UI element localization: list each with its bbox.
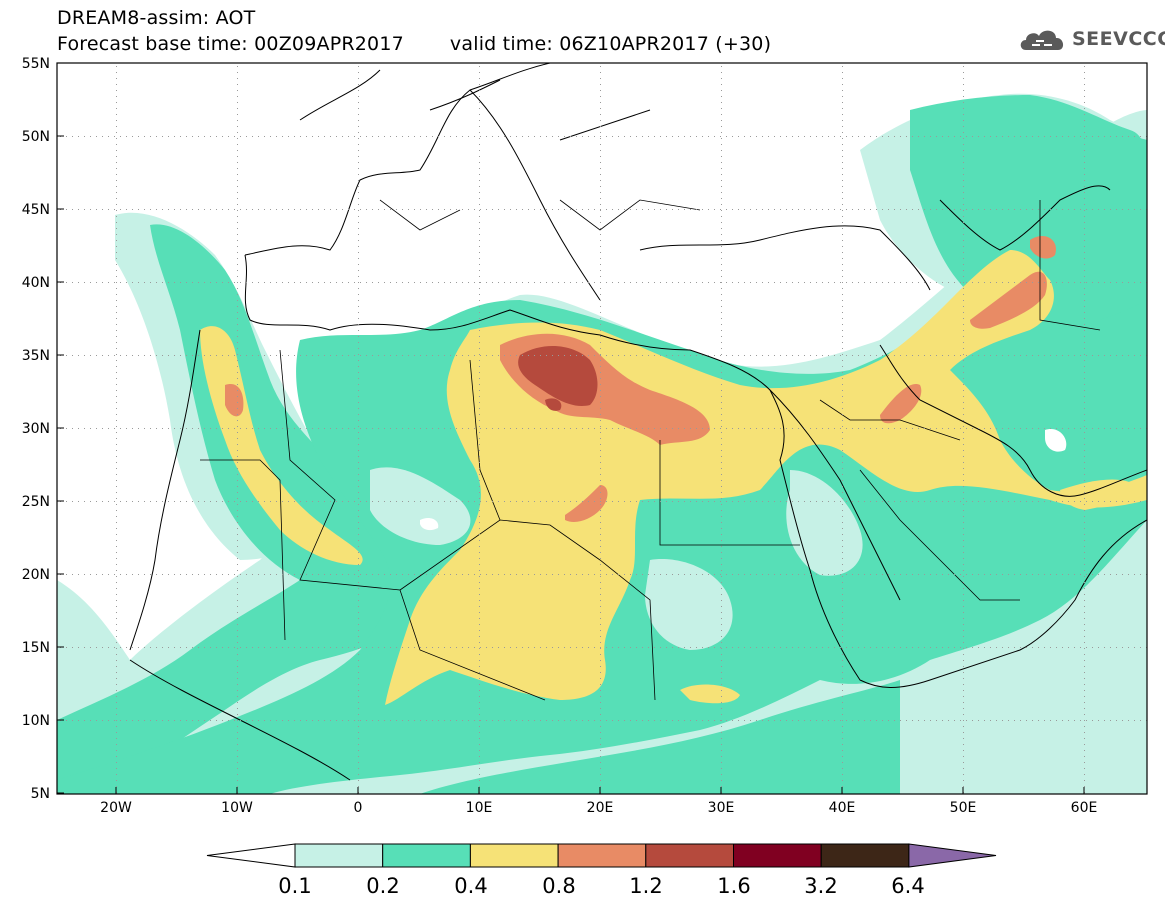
y-tick-label: 5N	[31, 786, 50, 802]
colorbar-level-label: 0.4	[454, 874, 487, 898]
y-tick-label: 50N	[22, 129, 50, 145]
x-tick-label: 20E	[587, 800, 614, 816]
colorbar-level-label: 0.2	[366, 874, 399, 898]
colorbar-level-label: 0.1	[278, 874, 311, 898]
y-tick-label: 10N	[22, 713, 50, 729]
y-tick-label: 45N	[22, 202, 50, 218]
y-tick-label: 20N	[22, 567, 50, 583]
colorbar-level-label: 6.4	[891, 874, 924, 898]
x-tick-marks	[115, 787, 1085, 794]
y-tick-label: 55N	[22, 56, 50, 72]
x-tick-label: 60E	[1071, 800, 1098, 816]
map-title: DREAM8-assim: AOT	[57, 7, 256, 29]
x-tick-label: 10E	[466, 800, 493, 816]
colorbar-level-label: 3.2	[804, 874, 837, 898]
colorbar-level-label: 1.2	[629, 874, 662, 898]
time-info: Forecast base time: 00Z09APR2017 valid ti…	[57, 33, 771, 55]
colorbar-labels: 0.1 0.2 0.4 0.8 1.2 1.6 3.2 6.4	[278, 874, 924, 898]
x-tick-label: 0	[354, 800, 363, 816]
y-tick-label: 35N	[22, 348, 50, 364]
y-tick-marks	[57, 62, 64, 794]
y-tick-label: 30N	[22, 421, 50, 437]
aot-field	[57, 63, 1147, 794]
colorbar-arrow-low	[206, 843, 296, 868]
y-tick-label: 15N	[22, 640, 50, 656]
coastlines	[129, 63, 1147, 781]
colorbar-swatch	[820, 843, 910, 868]
aot-1.2-band	[518, 345, 598, 411]
x-tick-label: 40E	[829, 800, 856, 816]
colorbar-arrow-high	[908, 843, 997, 868]
colorbar-swatches	[206, 843, 997, 868]
colorbar-level-label: 0.8	[542, 874, 575, 898]
colorbar-swatch	[382, 843, 471, 868]
borders	[200, 199, 1101, 701]
colorbar-level-label: 1.6	[717, 874, 750, 898]
y-tick-label: 40N	[22, 275, 50, 291]
seevccc-logo: SEEVCCC	[1018, 26, 1165, 56]
x-axis-labels: 20W 10W 0 10E 20E 30E 40E 50E 60E	[100, 800, 1097, 816]
logo-text: SEEVCCC	[1072, 28, 1165, 50]
valid-time-label: valid time: 06Z10APR2017 (+30)	[449, 33, 772, 55]
colorbar-swatch	[645, 843, 734, 868]
x-tick-label: 30E	[708, 800, 735, 816]
colorbar-swatch	[469, 843, 559, 868]
y-tick-label: 25N	[22, 494, 50, 510]
colorbar-swatch	[294, 843, 384, 868]
x-tick-label: 50E	[950, 800, 977, 816]
x-tick-label: 20W	[100, 800, 132, 816]
y-axis-labels: 55N 50N 45N 40N 35N 30N 25N 20N 15N 10N …	[22, 56, 50, 802]
aot-map: 55N 50N 45N 40N 35N 30N 25N 20N 15N 10N …	[22, 56, 1148, 816]
graticule	[60, 66, 1147, 793]
x-tick-label: 10W	[221, 800, 253, 816]
base-time-label: Forecast base time: 00Z09APR2017	[57, 33, 404, 55]
cloud-icon	[1020, 30, 1064, 50]
colorbar-swatch	[733, 843, 822, 868]
colorbar-swatch	[557, 843, 647, 868]
